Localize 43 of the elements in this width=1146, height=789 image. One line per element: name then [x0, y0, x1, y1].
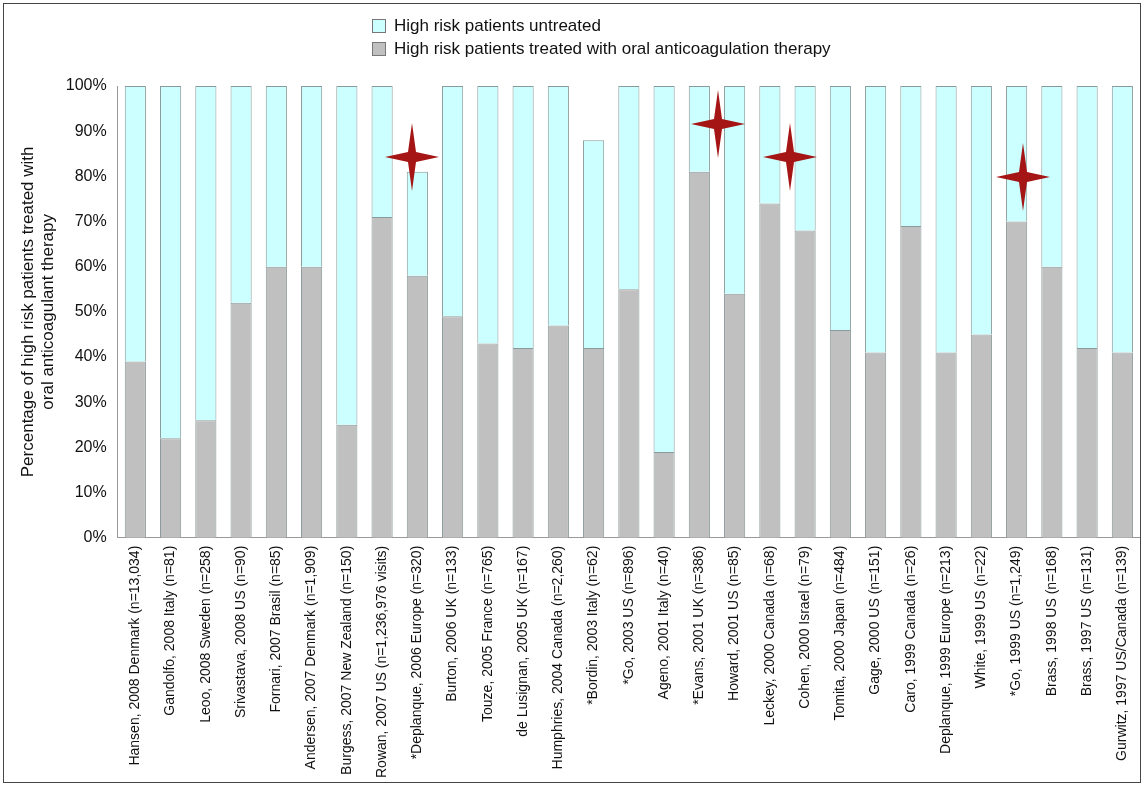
x-tick-label: *Bordin, 2003 Italy (n=62) [584, 545, 601, 705]
legend-label: High risk patients treated with oral anticoagulation therapy [394, 38, 831, 59]
y-tick-label: 0% [83, 528, 107, 546]
x-tick-label: Gurwitz, 1997 US/Canada (n=139) [1113, 545, 1130, 761]
x-tick-label: Hansen, 2008 Denmark (n=13,034) [126, 545, 143, 766]
x-tick-label: Burton, 2006 UK (n=133) [443, 545, 460, 702]
x-tick-label: Fornari, 2007 Brasil (n=85) [267, 545, 284, 713]
x-tick-label: Caro, 1999 Canada (n=26) [901, 545, 918, 713]
y-tick-label: 50% [74, 302, 107, 320]
x-tick-label: *Go, 1999 US (n=1,249) [1007, 545, 1024, 697]
y-tick-label: 30% [74, 392, 107, 410]
x-tick-label: Tomita, 2000 Japan (n=484) [831, 545, 848, 721]
x-tick-label: Srivastava, 2008 US (n=90) [231, 545, 248, 719]
x-tick-label: Leckey, 2000 Canada (n=68) [760, 545, 777, 726]
x-tick-label: Ageno, 2001 Italy (n=40) [654, 545, 671, 700]
x-tick-label: Howard, 2001 US (n=85) [725, 545, 742, 701]
y-tick-label: 20% [74, 437, 107, 455]
x-tick-label: Gage, 2000 US (n=151) [866, 545, 883, 695]
x-tick-label: Deplanque, 1999 Europe (n=213) [936, 545, 953, 754]
x-tick-label: Gandolfo, 2008 Italy (n=81) [161, 545, 178, 716]
x-tick-label: *Deplanque, 2006 Europe (n=320) [408, 545, 425, 760]
y-tick-label: 70% [74, 211, 107, 229]
y-tick-label: 40% [74, 347, 107, 365]
x-tick-label: White, 1999 US (n=22) [972, 545, 989, 689]
x-tick-label: Humphries, 2004 Canada (n=2,260) [549, 545, 566, 770]
y-axis-title: Percentage of high risk patients treated with oral anticoagulant therapy [17, 146, 58, 478]
x-tick-label: de Lusignan, 2005 UK (n=167) [513, 545, 530, 737]
y-tick-label: 100% [65, 76, 107, 94]
x-tick-label: Brass, 1998 US (n=168) [1042, 545, 1059, 697]
x-tick-label: Leoo, 2008 Sweden (n=258) [196, 545, 213, 723]
y-tick-label: 90% [74, 121, 107, 139]
x-tick-label: *Go, 2003 US (n=896) [619, 545, 636, 685]
x-tick-label: *Evans, 2001 UK (n=386) [690, 545, 707, 705]
y-tick-label: 80% [74, 166, 107, 184]
x-tick-label: Touze, 2005 France (n=765) [478, 545, 495, 722]
legend-label: High risk patients untreated [394, 15, 601, 36]
x-tick-label: Brass, 1997 US (n=131) [1077, 545, 1094, 697]
x-tick-label: Burgess, 2007 New Zealand (n=150) [337, 545, 354, 775]
x-tick-label: Andersen, 2007 Denmark (n=1,909) [302, 545, 319, 770]
x-tick-label: Rowan, 2007 US (n=1,236,976 visits) [372, 545, 389, 779]
x-tick-label: Cohen, 2000 Israel (n=79) [795, 545, 812, 709]
y-tick-label: 60% [74, 257, 107, 275]
y-tick-label: 10% [74, 482, 107, 500]
